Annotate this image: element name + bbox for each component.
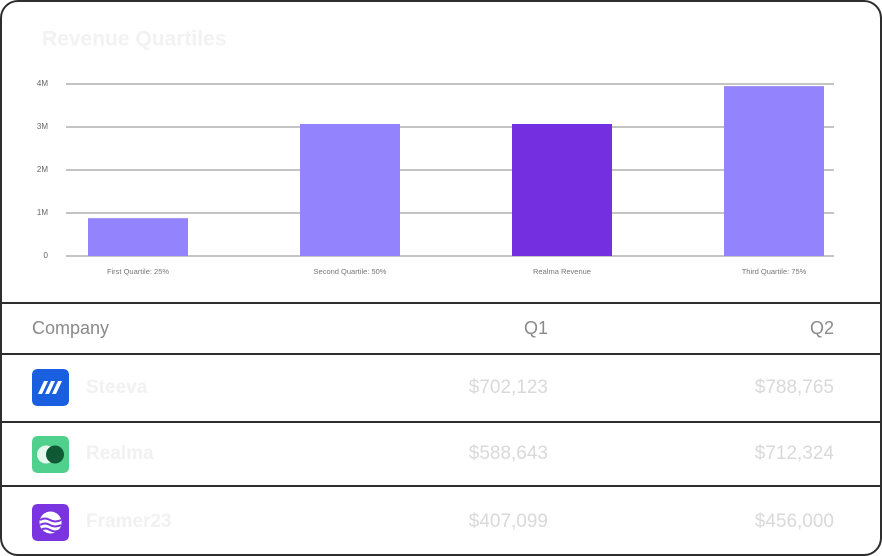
bar — [724, 86, 824, 257]
x-tick-label: First Quartile: 25% — [107, 267, 169, 276]
x-tick-label: Third Quartile: 75% — [742, 267, 807, 276]
header-cell: Q1 — [523, 318, 548, 338]
q1-value: $407,099 — [468, 510, 548, 532]
y-tick-label: 1M — [37, 208, 48, 217]
bar — [88, 218, 188, 256]
table-row: Realma $588,643 $712,324 — [2, 421, 880, 485]
chart-title: Revenue Quartiles — [42, 28, 226, 51]
header-cell: Company — [32, 318, 110, 338]
y-tick-label: 4M — [37, 79, 48, 88]
y-tick-label: 0 — [44, 251, 49, 260]
q1-value: $588,643 — [468, 443, 548, 464]
company-name: Framer23 — [86, 510, 172, 532]
chart: Revenue Quartiles 0 1M 2M 3M 4M First Quartil… — [37, 28, 834, 276]
y-tick-label: 2M — [37, 165, 48, 174]
company-icon — [32, 369, 69, 406]
company-name: Steeva — [86, 377, 148, 398]
x-tick-label: Realma Revenue — [533, 267, 591, 276]
x-tick-label: Second Quartile: 50% — [314, 267, 387, 276]
header-cell: Q2 — [809, 318, 834, 338]
y-tick-label: 3M — [37, 122, 48, 131]
company-icon — [32, 504, 69, 541]
bar — [512, 123, 612, 257]
table-header: Company Q1 Q2 — [2, 302, 880, 353]
bar — [300, 123, 400, 257]
company-icon — [32, 436, 69, 473]
q2-value: $788,765 — [754, 377, 834, 398]
table-row: Framer23 $407,099 $456,000 — [2, 485, 880, 554]
q2-value: $712,324 — [754, 443, 834, 464]
table-row: Steeva $702,123 $788,765 — [2, 353, 880, 421]
q1-value: $702,123 — [468, 377, 548, 398]
q2-value: $456,000 — [754, 510, 834, 532]
company-name: Realma — [86, 443, 154, 464]
